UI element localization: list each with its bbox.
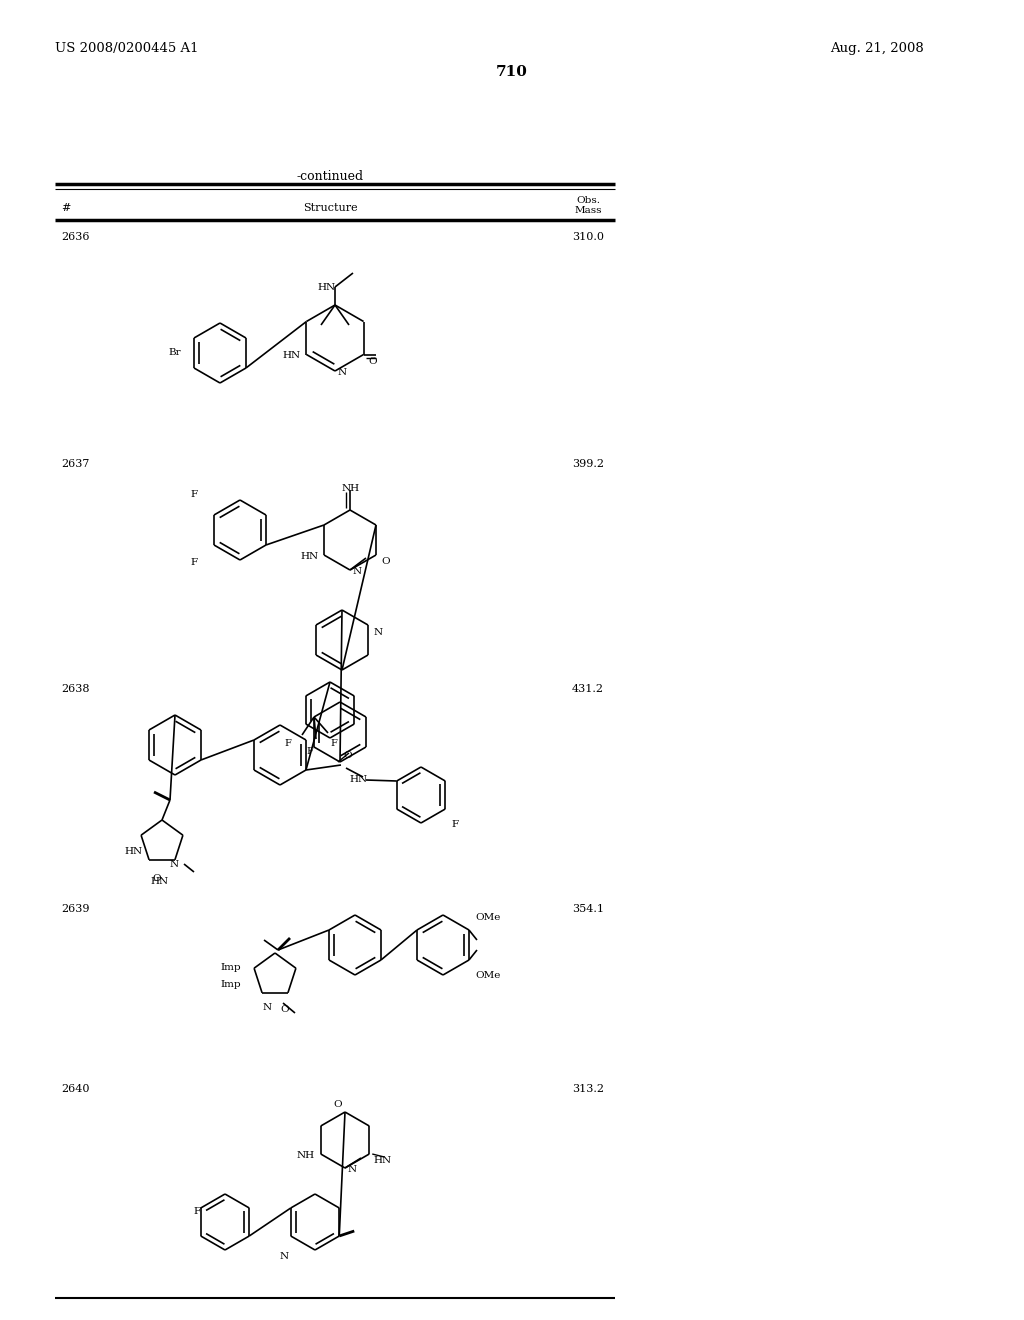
- Text: HN: HN: [150, 876, 168, 886]
- Text: -continued: -continued: [296, 170, 364, 183]
- Text: N: N: [338, 368, 347, 378]
- Text: Mass: Mass: [574, 206, 602, 215]
- Text: N: N: [280, 1251, 289, 1261]
- Text: F: F: [330, 739, 337, 748]
- Text: O: O: [153, 874, 162, 883]
- Text: 710: 710: [496, 65, 528, 79]
- Text: N: N: [170, 861, 179, 869]
- Text: HN: HN: [317, 282, 335, 292]
- Text: US 2008/0200445 A1: US 2008/0200445 A1: [55, 42, 199, 55]
- Text: HN: HN: [300, 552, 318, 561]
- Text: NH: NH: [297, 1151, 314, 1160]
- Text: N: N: [348, 1166, 357, 1173]
- Text: Imp: Imp: [220, 964, 241, 972]
- Text: F: F: [451, 820, 458, 829]
- Text: HN: HN: [374, 1156, 391, 1166]
- Text: NH: NH: [342, 484, 360, 492]
- Text: Br: Br: [168, 348, 180, 356]
- Text: 310.0: 310.0: [572, 232, 604, 242]
- Text: 2637: 2637: [61, 459, 89, 469]
- Text: 431.2: 431.2: [572, 684, 604, 694]
- Text: 2636: 2636: [61, 232, 89, 242]
- Text: #: #: [61, 203, 71, 213]
- Text: F: F: [306, 747, 313, 756]
- Text: OMe: OMe: [475, 972, 501, 979]
- Text: HN: HN: [349, 775, 368, 784]
- Text: 2639: 2639: [61, 904, 89, 913]
- Text: 399.2: 399.2: [572, 459, 604, 469]
- Text: O: O: [369, 356, 377, 366]
- Text: F: F: [190, 558, 198, 568]
- Text: Aug. 21, 2008: Aug. 21, 2008: [830, 42, 924, 55]
- Text: 2640: 2640: [61, 1084, 89, 1094]
- Text: O: O: [280, 1005, 289, 1014]
- Text: Structure: Structure: [303, 203, 357, 213]
- Text: F: F: [193, 1206, 200, 1216]
- Text: O: O: [343, 751, 351, 760]
- Text: HN: HN: [283, 351, 301, 360]
- Text: F: F: [190, 490, 198, 499]
- Text: Imp: Imp: [220, 979, 241, 989]
- Text: F: F: [284, 739, 291, 748]
- Text: 354.1: 354.1: [572, 904, 604, 913]
- Text: OMe: OMe: [475, 913, 501, 921]
- Text: 2638: 2638: [61, 684, 89, 694]
- Text: HN: HN: [124, 847, 142, 855]
- Text: N: N: [263, 1003, 272, 1012]
- Text: O: O: [333, 1100, 342, 1109]
- Text: O: O: [381, 557, 389, 566]
- Text: N: N: [353, 568, 362, 576]
- Text: 313.2: 313.2: [572, 1084, 604, 1094]
- Text: N: N: [374, 628, 383, 638]
- Text: Obs.: Obs.: [575, 195, 600, 205]
